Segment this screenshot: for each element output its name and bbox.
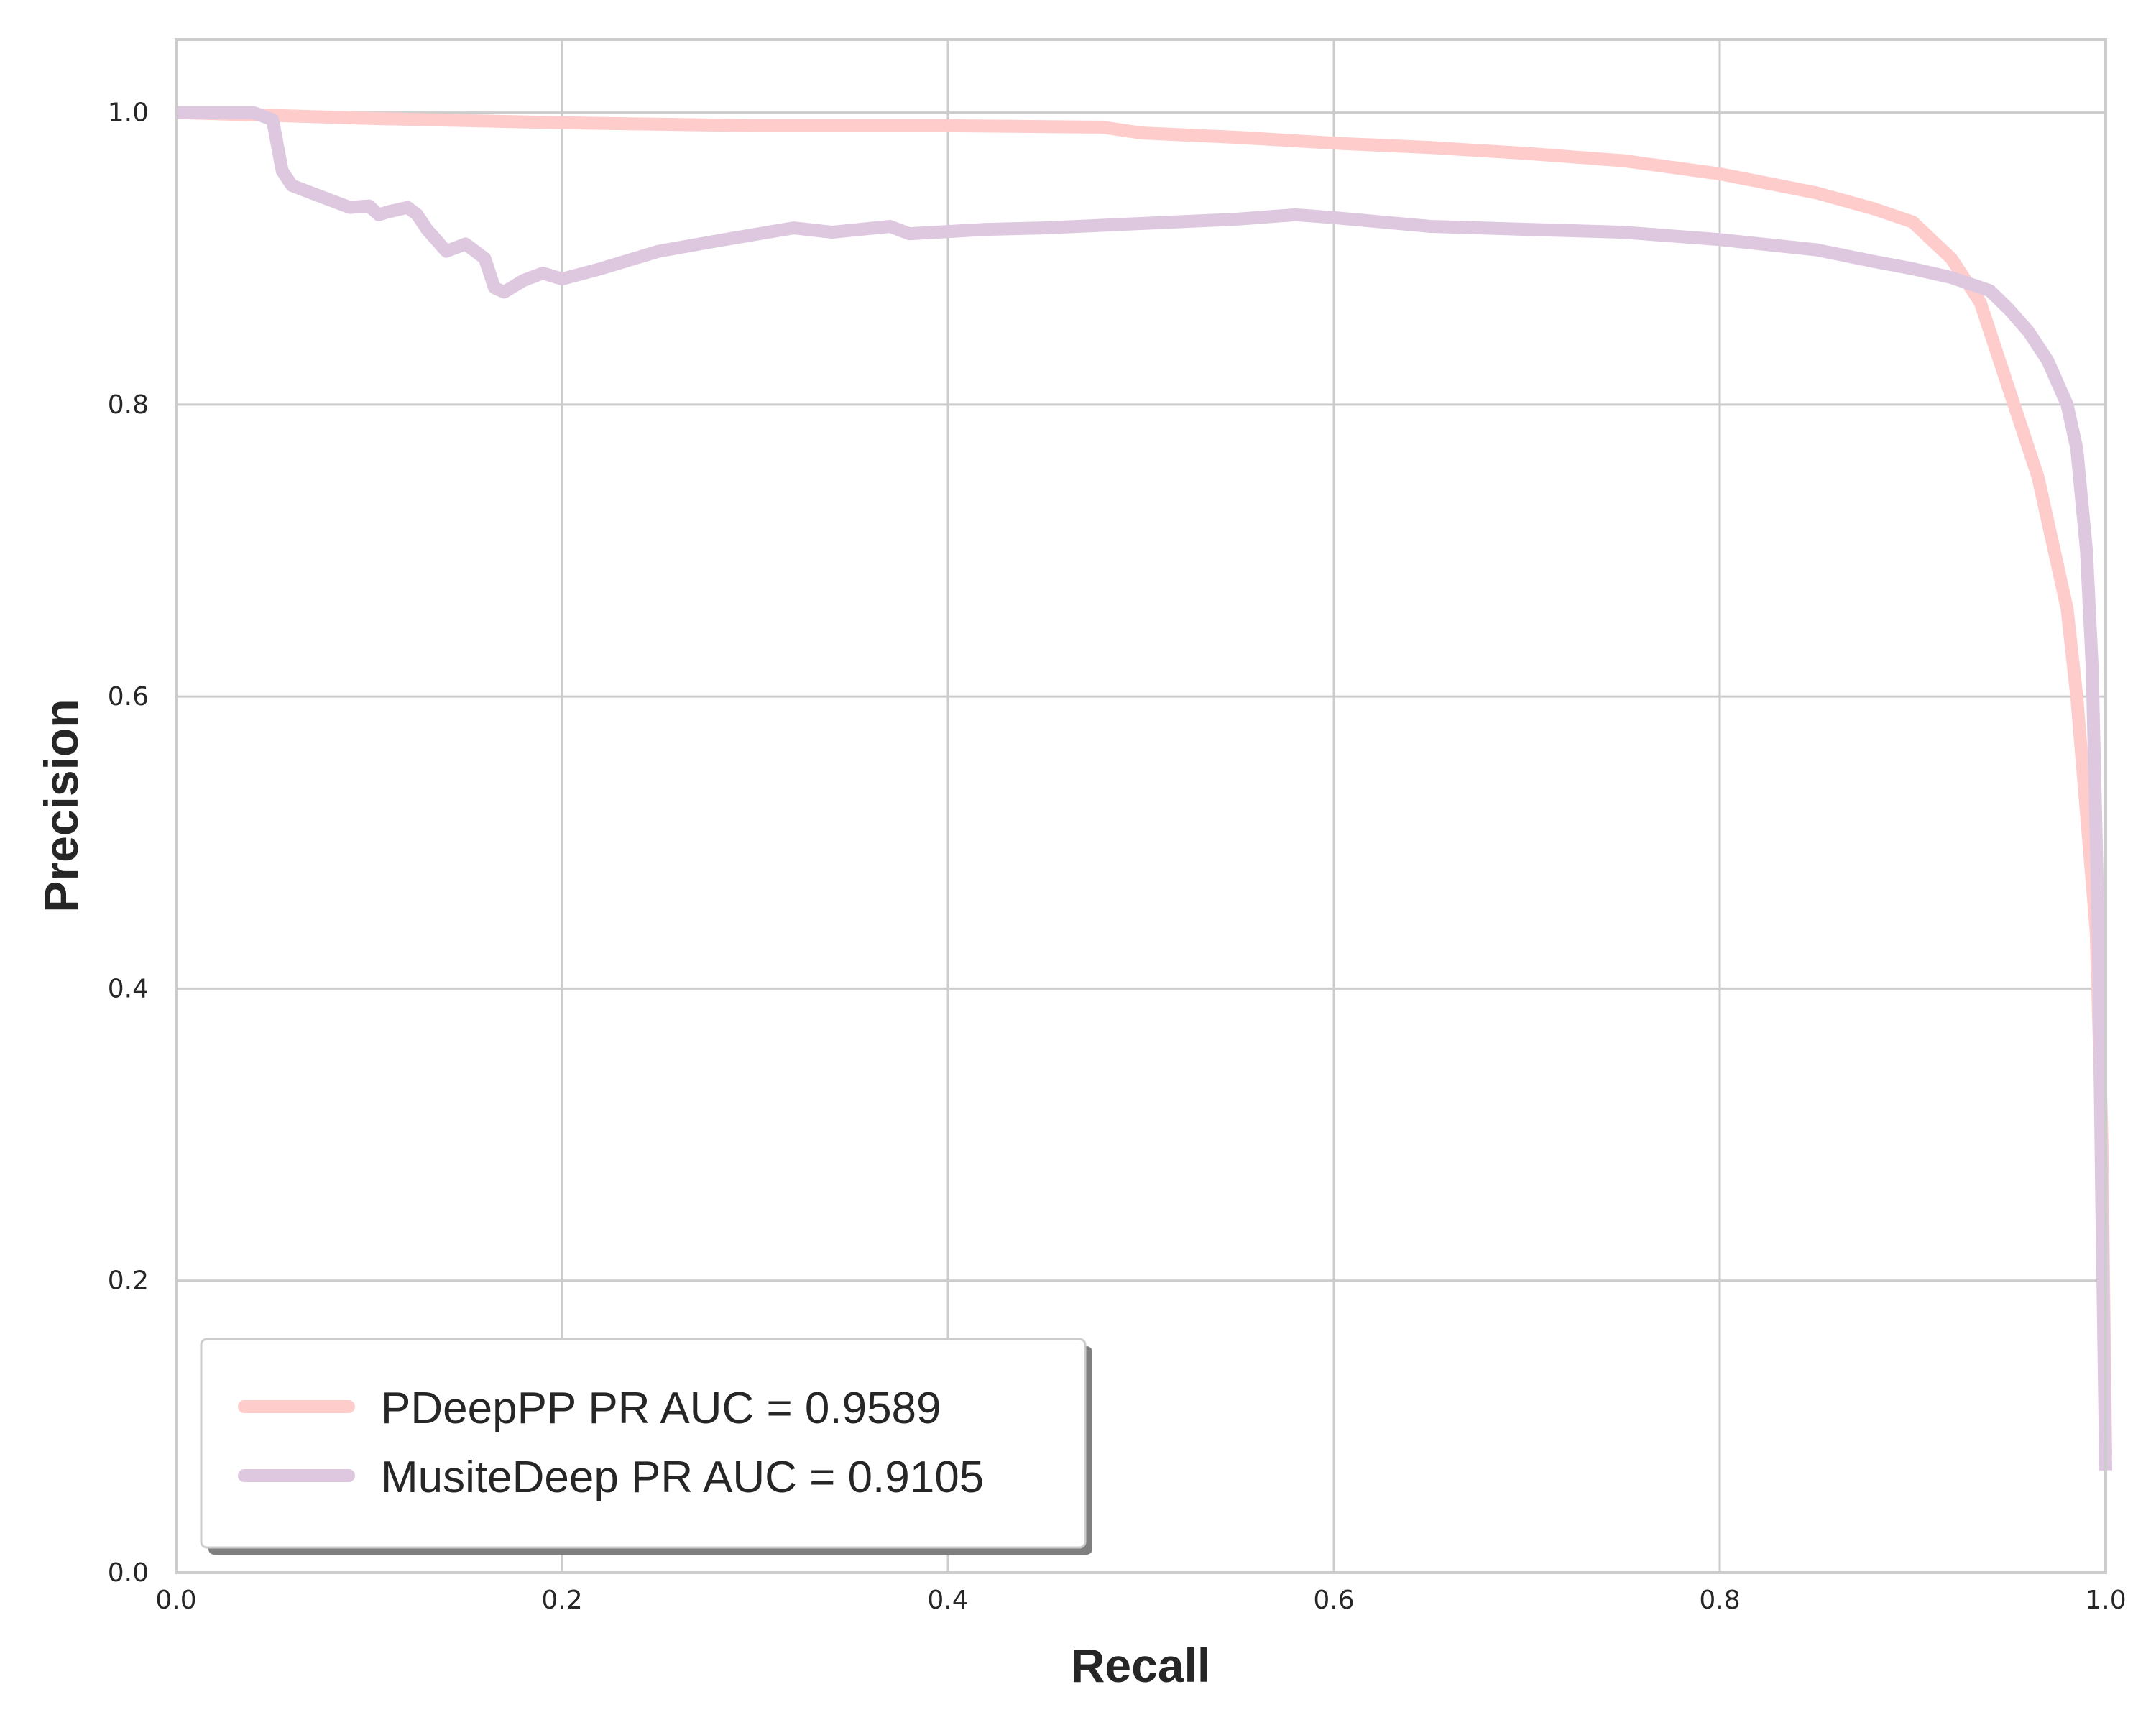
series-lines [175,106,2112,1471]
y-tick-label: 1.0 [108,98,149,128]
y-axis-title: Precision [34,699,88,912]
legend-label-pdeeppp: PDeepPP PR AUC = 0.9589 [381,1384,941,1433]
series-line-musitedeep [176,106,2112,1471]
x-tick-label: 0.4 [927,1586,968,1615]
x-tick-label: 0.8 [1699,1586,1740,1615]
x-tick-label: 1.0 [2085,1586,2126,1615]
y-tick-label: 0.4 [108,974,149,1003]
x-axis-title: Recall [1071,1639,1210,1692]
y-tick-label: 0.8 [108,390,149,420]
y-tick-label: 0.6 [108,682,149,712]
plot-frame [175,38,2107,1574]
series-line-pdeeppp [175,106,2112,1456]
x-tick-label: 0.0 [155,1586,196,1615]
tick-labels: 0.0 0.2 0.4 0.6 0.8 1.0 0.0 0.2 0.4 0.6 0.8 1.0 [108,98,2127,1615]
y-tick-label: 0.2 [108,1266,149,1296]
legend-box [200,1338,1087,1549]
legend: PDeepPP PR AUC = 0.9589 MusiteDeep PR AU… [200,1338,1092,1555]
y-tick-label: 0.0 [108,1558,149,1588]
x-tick-label: 0.2 [541,1586,582,1615]
x-tick-label: 0.6 [1313,1586,1354,1615]
legend-label-musitedeep: MusiteDeep PR AUC = 0.9105 [381,1453,984,1502]
grid [175,40,2107,1574]
